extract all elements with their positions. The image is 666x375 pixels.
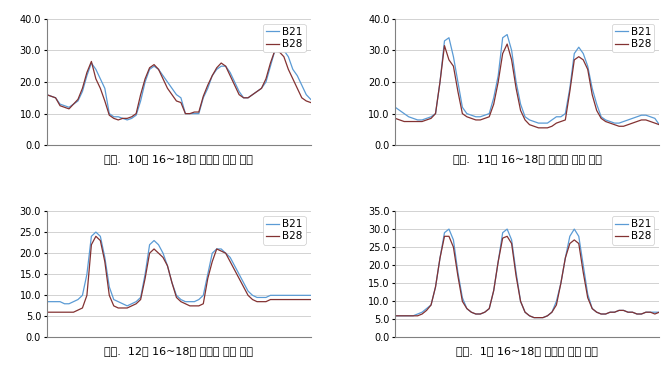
Line: B21: B21	[47, 232, 311, 306]
B21	[137, 295, 145, 300]
B21	[445, 227, 453, 231]
B28	[440, 234, 448, 238]
B21	[307, 97, 315, 102]
B21	[141, 272, 149, 276]
B21	[481, 310, 489, 315]
B28	[212, 66, 220, 70]
B28	[391, 314, 399, 318]
B28	[476, 118, 484, 122]
X-axis label: 그림.  12월 16~18일 사이의 기온 변화: 그림. 12월 16~18일 사이의 기온 변화	[104, 346, 253, 356]
B28	[123, 306, 131, 310]
B28	[468, 116, 476, 121]
Legend: B21, B28: B21, B28	[263, 216, 306, 244]
B21	[530, 315, 538, 320]
B28	[110, 116, 118, 121]
B28	[566, 241, 574, 246]
B28	[535, 126, 543, 130]
B28	[458, 111, 466, 116]
B28	[123, 116, 131, 121]
B21	[87, 61, 95, 65]
B21	[212, 67, 220, 72]
B28	[391, 116, 399, 121]
B21	[436, 256, 444, 260]
B28	[486, 306, 494, 311]
B21	[561, 111, 569, 116]
B28	[87, 243, 95, 247]
B28	[655, 310, 663, 315]
B21	[391, 314, 399, 318]
B21	[110, 114, 118, 119]
B21	[123, 118, 131, 122]
X-axis label: 그림.  11월 16~18일 사이의 기온 변화: 그림. 11월 16~18일 사이의 기온 변화	[453, 154, 601, 164]
Line: B28: B28	[47, 236, 311, 312]
B28	[436, 80, 444, 84]
B21	[481, 113, 489, 117]
B21	[307, 293, 315, 298]
Line: B28: B28	[395, 44, 659, 128]
B28	[87, 59, 95, 64]
Legend: B21, B28: B21, B28	[612, 24, 654, 52]
B28	[137, 297, 145, 302]
B28	[472, 312, 480, 316]
B21	[655, 310, 663, 315]
B28	[436, 256, 444, 260]
Line: B21: B21	[395, 229, 659, 318]
Legend: B21, B28: B21, B28	[263, 24, 306, 52]
Line: B21: B21	[47, 47, 311, 120]
B21	[123, 304, 131, 308]
B28	[132, 302, 140, 306]
B21	[458, 105, 466, 110]
B21	[87, 234, 95, 238]
B28	[212, 247, 220, 251]
B28	[655, 122, 663, 127]
B21	[92, 230, 100, 234]
B28	[115, 306, 123, 310]
X-axis label: 그림.  10월 16~18일 사이의 기온 변화: 그림. 10월 16~18일 사이의 기온 변화	[105, 154, 253, 164]
B28	[271, 48, 279, 52]
B21	[486, 306, 494, 311]
B21	[468, 113, 476, 117]
B21	[43, 299, 51, 304]
B28	[132, 111, 140, 116]
B21	[476, 114, 484, 119]
B28	[463, 306, 471, 311]
B21	[137, 99, 145, 103]
B28	[503, 42, 511, 46]
B28	[481, 116, 489, 121]
B28	[566, 89, 574, 94]
B21	[391, 105, 399, 110]
B28	[530, 315, 538, 320]
B21	[217, 247, 225, 251]
B21	[276, 45, 284, 50]
B21	[128, 302, 136, 306]
Line: B21: B21	[395, 34, 659, 124]
B21	[119, 116, 127, 121]
B21	[43, 92, 51, 97]
B21	[132, 113, 140, 117]
B28	[115, 118, 123, 122]
B21	[472, 312, 480, 316]
B21	[503, 32, 511, 37]
B28	[43, 92, 51, 97]
X-axis label: 그림.  1월 16~18일 사이의 기온 변화: 그림. 1월 16~18일 사이의 기온 변화	[456, 346, 598, 356]
Line: B28: B28	[47, 50, 311, 120]
B28	[307, 297, 315, 302]
B21	[655, 122, 663, 127]
Legend: B21, B28: B21, B28	[612, 216, 654, 244]
Line: B28: B28	[395, 236, 659, 318]
B21	[566, 234, 574, 238]
B28	[481, 310, 489, 315]
B28	[307, 100, 315, 105]
B21	[463, 306, 471, 311]
B21	[115, 299, 123, 304]
B28	[137, 92, 145, 97]
B28	[92, 234, 100, 238]
B21	[436, 80, 444, 84]
B28	[43, 310, 51, 315]
